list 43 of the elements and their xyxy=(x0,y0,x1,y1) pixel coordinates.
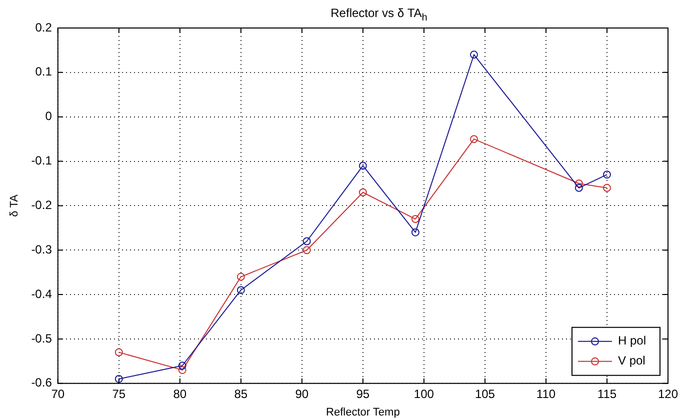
y-tick-label: 0.1 xyxy=(35,64,52,79)
y-tick-label: 0 xyxy=(45,109,52,124)
point xyxy=(358,162,367,170)
point xyxy=(236,272,245,281)
x-tick-label: 70 xyxy=(51,386,65,401)
x-tick-label: 95 xyxy=(356,386,370,401)
x-tick-label: 110 xyxy=(536,386,556,401)
y-tick-label: -0.4 xyxy=(31,286,52,301)
point xyxy=(302,237,311,246)
y-tick-label: 0.2 xyxy=(35,20,52,34)
point xyxy=(470,50,478,59)
point xyxy=(574,179,583,188)
point xyxy=(302,246,311,254)
x-tick-label: 85 xyxy=(234,386,248,401)
point xyxy=(114,374,123,383)
point xyxy=(411,215,420,224)
point xyxy=(602,184,611,192)
x-tick-label: 120 xyxy=(658,386,678,401)
legend-label: H pol xyxy=(618,334,646,348)
x-tick-label: 100 xyxy=(414,386,434,401)
legend-label: V pol xyxy=(618,354,646,368)
point xyxy=(236,286,245,294)
point xyxy=(411,228,420,236)
y-tick-label: -0.6 xyxy=(31,376,52,390)
point xyxy=(470,135,478,144)
point xyxy=(574,184,583,192)
point xyxy=(178,366,186,374)
x-tick-label: 75 xyxy=(112,386,126,401)
x-tick-label: 90 xyxy=(295,386,309,401)
chart-title: Reflector vs δ TA$_{h}$ xyxy=(330,6,428,24)
x-tick-label: 80 xyxy=(173,386,187,401)
y-tick-label: -0.3 xyxy=(31,242,52,256)
point xyxy=(358,188,367,196)
point xyxy=(602,170,611,179)
y-tick-label: -0.5 xyxy=(31,331,52,346)
x-tick-label: 115 xyxy=(597,386,617,401)
x-axis-title: Reflector Temp xyxy=(326,406,400,418)
y-axis-title: δ TA xyxy=(8,194,21,217)
y-tick-label: -0.2 xyxy=(31,198,52,212)
point xyxy=(178,362,186,370)
point xyxy=(114,348,123,356)
y-tick-label: -0.1 xyxy=(31,154,52,168)
x-tick-label: 105 xyxy=(474,386,496,401)
